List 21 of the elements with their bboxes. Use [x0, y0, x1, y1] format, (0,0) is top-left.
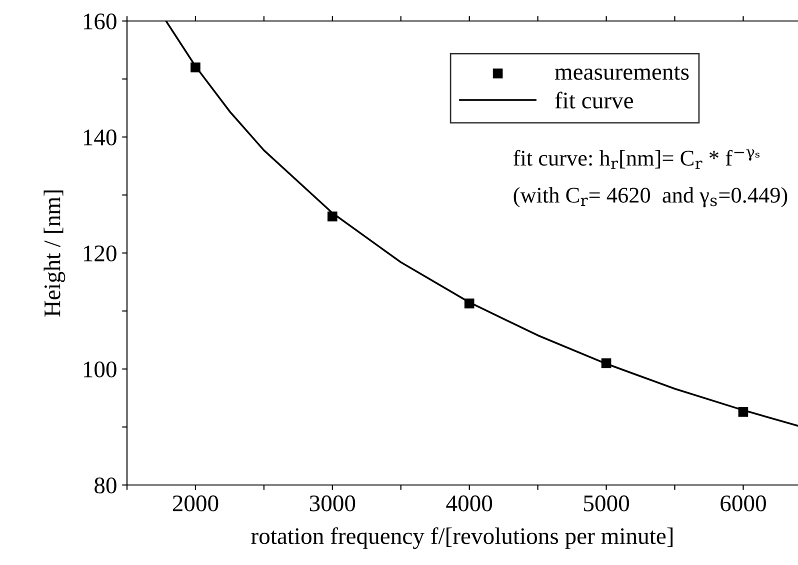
- legend-label: measurements: [554, 66, 689, 80]
- x-tick-label: 3000: [310, 495, 356, 512]
- y-tick-label: 100: [84, 361, 116, 378]
- annotation: fit curve: h$_{r}$[nm]= C$_{r}$ * f$^{−γₛ}$: [514, 149, 760, 169]
- point: [738, 407, 748, 417]
- point: [190, 62, 200, 72]
- y-tick-label: 80: [94, 477, 116, 494]
- x-tick-label: 2000: [172, 495, 218, 512]
- y-tick-label: 120: [84, 245, 116, 262]
- x-axis-title: rotation frequency f/[revolutions per minute]: [251, 527, 673, 549]
- point: [464, 298, 474, 308]
- legend-label: fit curve: [555, 92, 633, 109]
- x-tick-label: 6000: [720, 495, 766, 512]
- x-tick-label: 4000: [446, 495, 492, 512]
- annotation: (with C$_{r}$= 4620 and γ$_{s}$=0.449): [514, 187, 788, 208]
- x-tick-label: 5000: [584, 495, 629, 512]
- point: [328, 212, 338, 222]
- point: [601, 358, 612, 368]
- y-tick-label: 140: [84, 129, 116, 146]
- y-tick-label: 160: [84, 13, 116, 30]
- y-axis-title: Height / [nm]: [44, 190, 66, 317]
